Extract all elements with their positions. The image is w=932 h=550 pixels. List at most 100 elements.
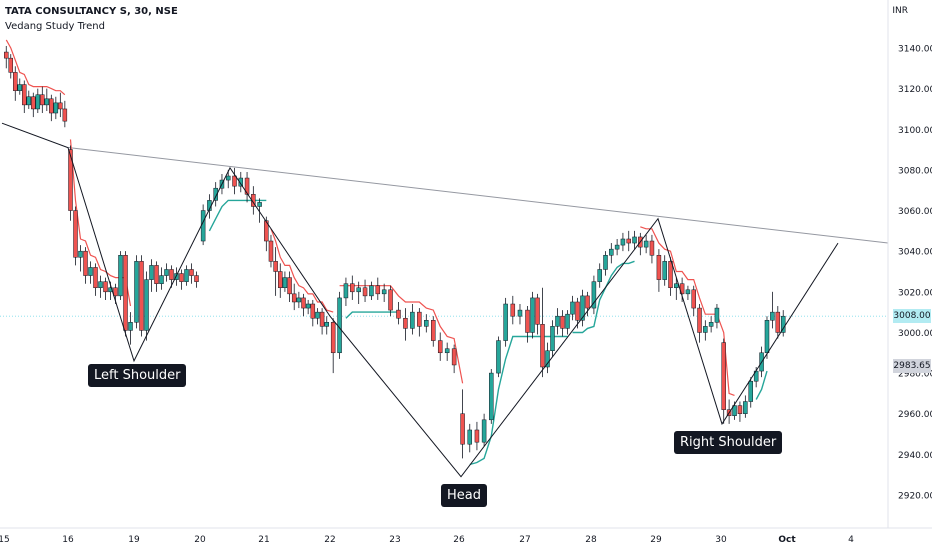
- candle: [154, 261, 159, 292]
- candle-body: [98, 281, 103, 289]
- candle: [35, 88, 41, 114]
- candle: [691, 285, 696, 317]
- candle: [301, 293, 306, 317]
- candle: [714, 304, 720, 329]
- candle: [169, 265, 174, 288]
- candle: [310, 299, 316, 327]
- candle-body: [510, 303, 516, 317]
- candle: [159, 267, 164, 290]
- candle: [88, 261, 93, 284]
- candle: [139, 255, 144, 337]
- candle-body: [118, 254, 123, 297]
- price-tick-label: 2980.00: [898, 370, 932, 380]
- candle: [474, 421, 480, 451]
- candle: [315, 308, 320, 325]
- candle-body: [403, 317, 408, 329]
- candle-body: [656, 254, 662, 280]
- candle-body: [474, 429, 480, 443]
- candle: [319, 308, 325, 335]
- candle: [149, 259, 154, 292]
- candle-body: [49, 98, 54, 114]
- candle: [184, 265, 189, 286]
- candle-body: [410, 311, 415, 329]
- candle-body: [291, 293, 297, 303]
- candle-body: [319, 311, 325, 327]
- candle: [388, 285, 393, 317]
- candle-body: [614, 244, 620, 250]
- candle: [282, 271, 288, 292]
- candle-body: [134, 261, 139, 323]
- candle-body: [282, 277, 288, 289]
- candle: [525, 306, 530, 343]
- candle-body: [535, 297, 540, 325]
- candle-body: [525, 309, 530, 333]
- secondary-price-tag: 2983.65: [893, 358, 931, 373]
- candle: [530, 291, 535, 339]
- candle: [98, 275, 103, 298]
- time-tick-label: 23: [389, 535, 400, 545]
- candle-body: [194, 275, 199, 282]
- candle-body: [770, 311, 775, 321]
- candle: [643, 234, 649, 254]
- candle: [410, 304, 415, 335]
- candle: [123, 251, 128, 337]
- currency-label: INR: [892, 6, 908, 16]
- candle-body: [697, 307, 702, 333]
- time-tick-label: 26: [453, 535, 465, 545]
- candle-body: [674, 283, 679, 289]
- candle-body: [591, 281, 597, 309]
- candle-body: [467, 429, 473, 445]
- candle: [609, 243, 614, 264]
- candle-body: [424, 320, 429, 327]
- candle: [467, 423, 473, 453]
- candle: [503, 297, 508, 347]
- candle-body: [662, 261, 667, 280]
- candle-body: [268, 240, 274, 262]
- candle-body: [184, 269, 189, 282]
- candle: [510, 295, 516, 325]
- candle: [164, 263, 169, 282]
- candles-layer: [4, 45, 786, 459]
- candle: [49, 94, 54, 122]
- downtrend-line: [640, 226, 735, 396]
- time-tick-label: 30: [715, 535, 727, 545]
- neckline: [67, 147, 889, 244]
- candle: [369, 281, 374, 300]
- candle-body: [103, 281, 108, 293]
- candle-body: [17, 84, 23, 91]
- candle-body: [362, 287, 368, 297]
- candle: [337, 291, 342, 359]
- downtrend-line: [339, 285, 464, 384]
- candle: [737, 401, 743, 422]
- candle: [291, 283, 297, 311]
- candle: [668, 257, 673, 296]
- candle-body: [8, 57, 14, 73]
- candle-body: [555, 315, 560, 327]
- candle: [44, 88, 50, 111]
- candle-body: [273, 261, 278, 272]
- candle-body: [643, 240, 649, 248]
- candle: [632, 230, 637, 250]
- candle-body: [350, 283, 355, 293]
- candle-body: [545, 350, 550, 368]
- indicator-name: Vedang Study Trend: [5, 21, 105, 32]
- candle-body: [503, 303, 508, 341]
- downtrend-line: [5, 39, 66, 96]
- candle-body: [775, 311, 781, 333]
- candle-body: [703, 326, 708, 333]
- annotation-left-shoulder: Left Shoulder: [88, 364, 187, 387]
- candle: [396, 301, 401, 325]
- candle-body: [238, 177, 244, 187]
- candle: [244, 171, 250, 203]
- candle-body: [324, 322, 329, 327]
- candle-body: [213, 187, 218, 201]
- candle: [375, 277, 381, 300]
- candle: [8, 54, 14, 79]
- time-tick-label: 4: [848, 535, 854, 545]
- candle-body: [296, 297, 302, 303]
- candle-body: [26, 96, 32, 106]
- candle-body: [388, 289, 393, 311]
- symbol-title: TATA CONSULTANCY S, 30, NSE: [5, 6, 178, 17]
- candle-body: [78, 250, 83, 258]
